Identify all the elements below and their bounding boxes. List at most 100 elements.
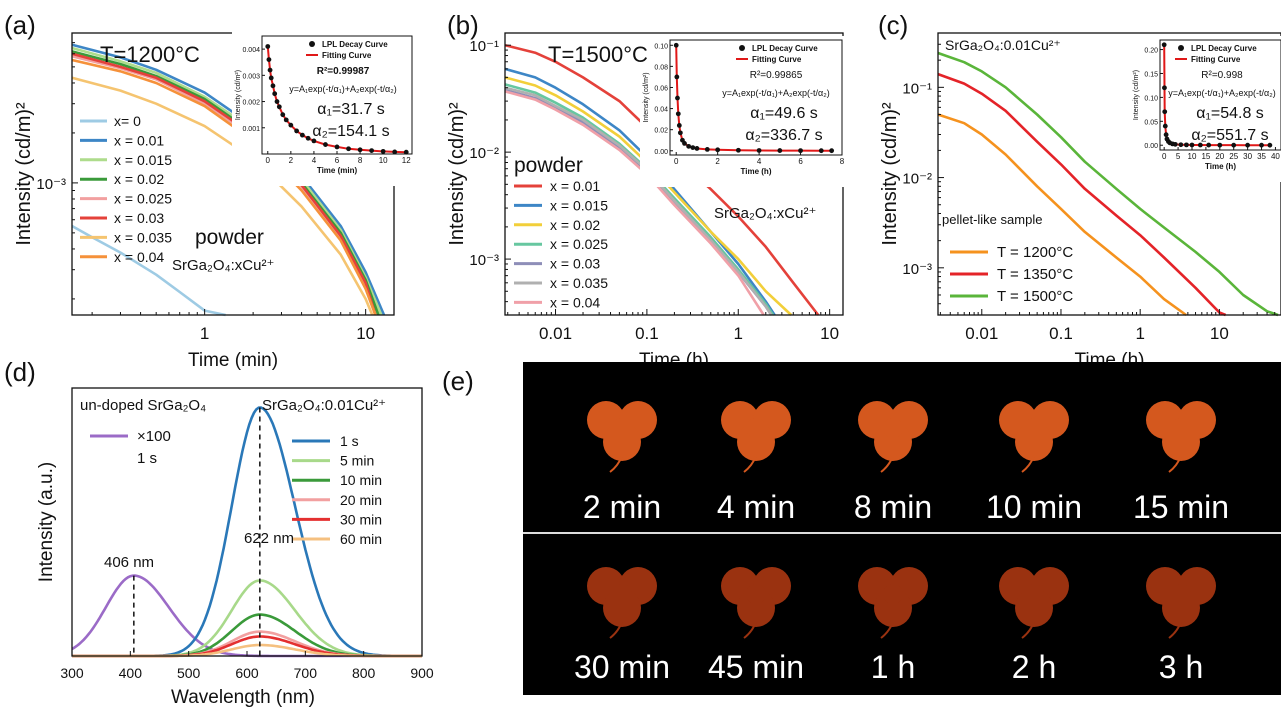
inset-data-point bbox=[346, 146, 351, 152]
inset-alpha1: α₁=31.7 s bbox=[317, 101, 385, 118]
legend-label-a-2: x = 0.015 bbox=[114, 152, 172, 168]
inset-data-point bbox=[1267, 142, 1273, 148]
inset-x-tick-label: 8 bbox=[358, 156, 363, 165]
photo-time-label-1-0: 30 min bbox=[574, 649, 670, 685]
legend-time-d-0: 1 s bbox=[137, 450, 157, 467]
inset-r2: R²=0.998 bbox=[1201, 70, 1243, 81]
legend-label-d-4: 20 min bbox=[340, 492, 382, 508]
inset-bg bbox=[1130, 36, 1281, 182]
inset-data-point bbox=[270, 83, 276, 89]
photo-time-label-0-0: 2 min bbox=[583, 489, 661, 525]
inset-data-point bbox=[280, 112, 286, 118]
inset-x-tick-label: 6 bbox=[335, 156, 340, 165]
x-tick-label-a: 10 bbox=[356, 324, 375, 343]
inset-a-inset: 0 2 4 6 8 10 12 0.001 0.002 0.003 0.004 Time (min) I… bbox=[232, 32, 416, 186]
inset-data-point bbox=[268, 75, 274, 81]
inset-data-point bbox=[288, 122, 294, 128]
clover-center bbox=[612, 584, 632, 604]
inset-y-tick-label: 0.00 bbox=[654, 149, 668, 156]
clover-center bbox=[883, 584, 903, 604]
inset-equation: y=A₁exp(-t/α₁)+A₂exp(-t/α₂) bbox=[722, 88, 830, 98]
inset-data-point bbox=[299, 132, 305, 138]
inset-y-tick-label: 0.002 bbox=[242, 100, 260, 107]
x-tick-label-c: 1 bbox=[1135, 324, 1144, 343]
clover-stem bbox=[1021, 455, 1035, 473]
inset-data-point bbox=[357, 147, 363, 153]
inset-data-point bbox=[1161, 42, 1167, 48]
inset-data-point bbox=[323, 142, 328, 147]
inset-data-point bbox=[305, 135, 311, 141]
inset-x-tick-label: 0 bbox=[1162, 152, 1167, 161]
x-tick-label-c: 0.01 bbox=[965, 324, 998, 343]
photo-time-label-1-3: 2 h bbox=[1012, 649, 1056, 685]
inset-alpha1: α₁=54.8 s bbox=[1196, 105, 1264, 122]
inset-data-point bbox=[1172, 141, 1178, 147]
clover-stem bbox=[880, 455, 894, 473]
x-tick-label-d: 700 bbox=[294, 665, 318, 681]
x-tick-label-d: 300 bbox=[60, 665, 84, 681]
photo-time-label-0-3: 10 min bbox=[986, 489, 1082, 525]
photo-panel: 2 min 4 min 8 min 10 min 15 min 30 min 45 min 1… bbox=[523, 362, 1281, 695]
legend-label-d-6: 60 min bbox=[340, 531, 382, 547]
inset-data-point bbox=[673, 42, 679, 48]
inset-alpha2: α₂=336.7 s bbox=[745, 127, 822, 144]
inset-equation: y=A₁exp(-t/α₁)+A₂exp(-t/α₂) bbox=[289, 84, 397, 94]
inset-data-point bbox=[715, 147, 721, 153]
inset-data-point bbox=[756, 148, 762, 153]
y-tick-label-b: 10⁻¹ bbox=[469, 38, 499, 55]
legend-label-b-0: x = 0.01 bbox=[550, 178, 600, 194]
clover-stem bbox=[743, 621, 757, 639]
clover-leaf bbox=[603, 589, 641, 627]
photo-time-label-0-2: 8 min bbox=[854, 489, 932, 525]
x-tick-label-c: 10 bbox=[1210, 324, 1229, 343]
inset-x-tick-label: 10 bbox=[379, 156, 388, 165]
inset-y-tick-label: 0.06 bbox=[654, 85, 668, 92]
legend-label-b-2: x = 0.02 bbox=[550, 217, 600, 233]
inset-x-tick-label: 6 bbox=[798, 157, 803, 166]
inset-bg bbox=[640, 36, 846, 187]
inset-data-point bbox=[686, 143, 692, 149]
clover-photo-1-1 bbox=[721, 567, 791, 639]
inset-x-tick-label: 30 bbox=[1243, 152, 1252, 161]
inset-legend-label: Fitting Curve bbox=[752, 55, 802, 64]
inset-x-tick-label: 35 bbox=[1257, 152, 1266, 161]
clover-center bbox=[883, 418, 903, 438]
y-axis-label-c: Intensity (cd/m)² bbox=[879, 102, 901, 246]
inset-x-tick-label: 25 bbox=[1229, 152, 1238, 161]
photo-time-label-1-1: 45 min bbox=[708, 649, 804, 685]
legend-label-a-7: x = 0.04 bbox=[114, 249, 164, 265]
note-pellet-c: pellet-like sample bbox=[942, 212, 1042, 227]
x-tick-label-d: 500 bbox=[177, 665, 201, 681]
inset-data-point bbox=[682, 140, 687, 146]
inset-x-tick-label: 20 bbox=[1215, 152, 1224, 161]
inset-y-axis-label: Intensity (cd/m²) bbox=[1133, 70, 1140, 120]
clover-stem bbox=[743, 455, 757, 473]
clover-stem bbox=[609, 455, 623, 473]
inset-data-point bbox=[675, 95, 680, 101]
inset-legend-marker-data bbox=[1178, 45, 1184, 51]
y-tick-label-b: 10⁻³ bbox=[469, 252, 499, 269]
note-doped-d: SrGa₂O₄:0.01Cu²⁺ bbox=[262, 397, 386, 414]
inset-data-point bbox=[294, 128, 300, 134]
inset-data-point bbox=[1231, 142, 1237, 148]
inset-y-tick-label: 0.001 bbox=[242, 126, 260, 133]
inset-legend-label: LPL Decay Curve bbox=[1191, 44, 1257, 53]
inset-y-tick-label: 0.02 bbox=[654, 128, 668, 135]
x-tick-label-d: 900 bbox=[410, 665, 434, 681]
y-tick-label-c: 10⁻² bbox=[902, 171, 932, 188]
photo-time-label-0-4: 15 min bbox=[1133, 489, 1229, 525]
inset-data-point bbox=[829, 148, 835, 154]
inset-data-point bbox=[675, 111, 681, 117]
legend-label-d-5: 30 min bbox=[340, 511, 382, 527]
inset-data-point bbox=[276, 104, 282, 110]
inset-data-point bbox=[1163, 132, 1169, 138]
inset-data-point bbox=[1189, 142, 1195, 148]
legend-label-d-2: 5 min bbox=[340, 453, 374, 469]
clover-leaf bbox=[737, 423, 775, 461]
inset-x-tick-label: 12 bbox=[402, 156, 411, 165]
legend-label-b-1: x = 0.015 bbox=[550, 197, 608, 213]
clover-photo-0-3 bbox=[999, 401, 1069, 473]
inset-frame bbox=[669, 39, 843, 156]
y-axis-label-a: Intensity (cd/m)² bbox=[13, 102, 35, 246]
inset-data-point bbox=[704, 147, 710, 152]
